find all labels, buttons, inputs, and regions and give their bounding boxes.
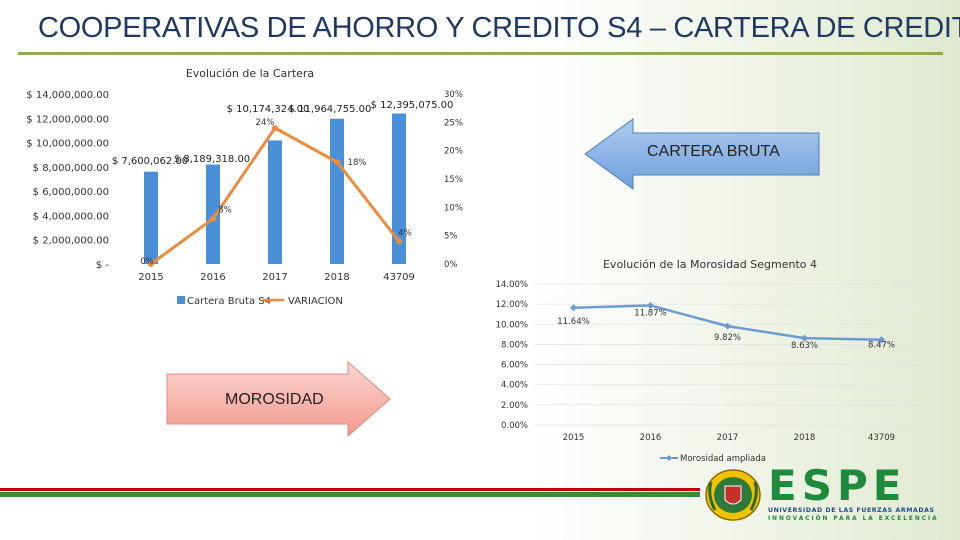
y-left-tick-label: $ 10,000,000.00 <box>26 139 109 150</box>
cartera-bruta-arrow <box>584 118 820 190</box>
x-tick-label: 2016 <box>200 272 225 283</box>
y-left-tick-label: $ - <box>96 260 110 271</box>
page-title: COOPERATIVAS DE AHORRO Y CREDITO S4 – CA… <box>38 12 960 44</box>
cartera-bar-label: $ 8,189,318.00 <box>174 154 250 165</box>
variacion-label: 24% <box>256 118 275 128</box>
y-left-tick-label: $ 4,000,000.00 <box>33 211 109 222</box>
morosidad-point <box>647 301 654 309</box>
espe-logo-line1: UNIVERSIDAD DE LAS FUERZAS ARMADAS <box>768 507 935 514</box>
y-right-tick-label: 15% <box>444 175 463 185</box>
variacion-point <box>396 238 402 245</box>
legend-label: Morosidad ampliada <box>680 454 766 464</box>
legend-marker <box>666 455 672 461</box>
x-tick-label: 2017 <box>262 272 287 283</box>
x-tick-label: 2015 <box>563 433 585 443</box>
y-right-tick-label: 10% <box>444 203 463 213</box>
morosidad-chart-title: Evolución de la Morosidad Segmento 4 <box>603 258 817 271</box>
variacion-point <box>272 125 278 131</box>
x-tick-label: 43709 <box>383 272 415 283</box>
variacion-label: 8% <box>218 206 232 216</box>
variacion-point <box>148 261 154 267</box>
legend-line-label: VARIACION <box>288 296 343 307</box>
variacion-label: 18% <box>348 158 367 168</box>
variacion-label: 0% <box>140 257 154 267</box>
y-right-tick-label: 30% <box>444 90 463 100</box>
y-left-tick-label: $ 2,000,000.00 <box>33 236 109 247</box>
x-tick-label: 2017 <box>717 433 739 443</box>
y-left-tick-label: $ 6,000,000.00 <box>33 187 109 198</box>
morosidad-label: MOROSIDAD <box>225 391 324 408</box>
cartera-bar-label: $ 10,174,324.00 <box>227 104 310 115</box>
y-tick-label: 2.00% <box>501 401 528 411</box>
variacion-point <box>210 215 216 222</box>
morosidad-label: 8.47% <box>868 341 895 351</box>
morosidad-point <box>878 336 885 344</box>
x-tick-label: 43709 <box>868 433 895 443</box>
y-right-tick-label: 5% <box>444 232 458 242</box>
morosidad-arrow <box>166 360 391 438</box>
x-tick-label: 2018 <box>794 433 816 443</box>
legend-bar-swatch <box>177 296 185 304</box>
cartera-bar <box>268 140 282 264</box>
y-tick-label: 14.00% <box>496 280 528 290</box>
y-tick-label: 8.00% <box>501 340 528 350</box>
y-right-tick-label: 20% <box>444 147 463 157</box>
title-underline <box>18 52 943 55</box>
cartera-chart-title: Evolución de la Cartera <box>186 67 314 80</box>
x-tick-label: 2016 <box>640 433 662 443</box>
legend-bar-label: Cartera Bruta S4 <box>187 296 271 307</box>
cartera-bar <box>144 171 158 264</box>
morosidad-point <box>570 304 577 312</box>
cartera-bar <box>206 164 220 264</box>
y-left-tick-label: $ 8,000,000.00 <box>33 163 109 174</box>
morosidad-point <box>801 334 808 342</box>
y-right-tick-label: 25% <box>444 118 463 128</box>
y-tick-label: 4.00% <box>501 381 528 391</box>
cartera-bar <box>392 113 406 264</box>
y-left-tick-label: $ 12,000,000.00 <box>26 114 109 125</box>
y-left-tick-label: $ 14,000,000.00 <box>26 90 109 101</box>
x-tick-label: 2015 <box>138 272 163 283</box>
morosidad-label: 8.63% <box>791 341 818 351</box>
variacion-point <box>334 159 340 165</box>
morosidad-label: 11.87% <box>634 308 666 318</box>
espe-seal-icon <box>705 469 761 521</box>
morosidad-chart: Evolución de la Morosidad Segmento 4 0.0… <box>496 258 920 464</box>
cartera-bar-label: $ 7,600,062.00 <box>112 156 188 167</box>
espe-logo-line2: INNOVACIÓN PARA LA EXCELENCIA <box>768 516 939 522</box>
y-tick-label: 0.00% <box>501 421 528 431</box>
y-tick-label: 10.00% <box>496 320 528 330</box>
footer-green-bar <box>0 492 700 497</box>
cartera-chart: Evolución de la Cartera $ - $ 2,000,000.0… <box>26 67 463 307</box>
espe-logo-name: ESPE <box>768 461 907 510</box>
x-tick-label: 2018 <box>324 272 349 283</box>
variacion-label: 4% <box>398 228 412 238</box>
y-tick-label: 6.00% <box>501 361 528 371</box>
morosidad-label: 11.64% <box>557 317 589 327</box>
cartera-bar-label: $ 11,964,755.00 <box>289 104 372 115</box>
footer-red-bar <box>0 488 700 491</box>
morosidad-label: 9.82% <box>714 333 741 343</box>
cartera-bar-label: $ 12,395,075.00 <box>371 100 454 111</box>
morosidad-point <box>724 322 731 330</box>
y-tick-label: 12.00% <box>496 300 528 310</box>
cartera-bruta-label: CARTERA BRUTA <box>647 143 780 160</box>
cartera-bar <box>330 118 344 264</box>
y-right-tick-label: 0% <box>444 260 458 270</box>
